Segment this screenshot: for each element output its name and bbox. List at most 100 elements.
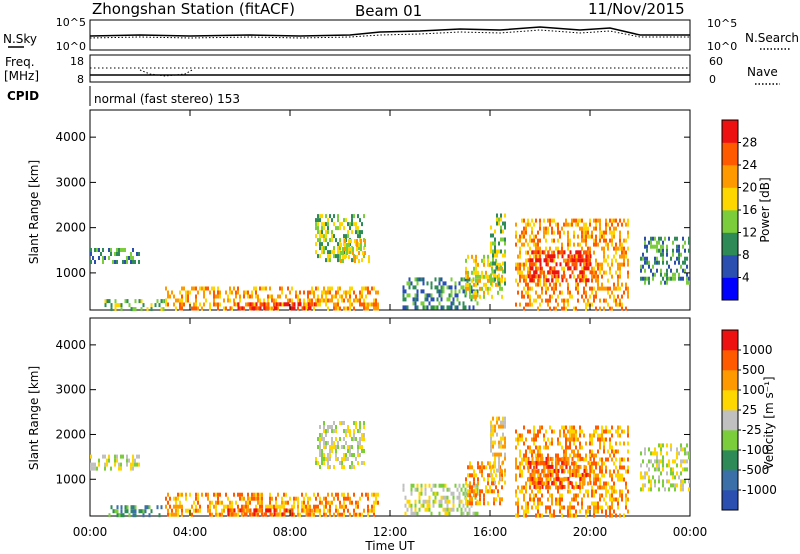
velocity-echo-pixel [599,497,601,502]
power-echo-pixel [502,229,504,234]
power-echo-pixel [569,294,571,299]
power-echo-pixel [237,290,239,295]
power-echo-pixel [295,294,297,299]
velocity-echo-pixel [440,503,443,508]
velocity-echo-pixel [567,480,570,485]
velocity-echo-pixel [563,484,566,489]
velocity-echo-pixel [297,500,299,505]
power-echo-pixel [587,298,589,303]
velocity-echo-pixel [489,465,491,470]
velocity-echo-pixel [469,481,471,486]
power-echo-pixel [593,238,595,243]
power-echo-pixel [644,240,646,245]
velocity-echo-pixel [333,429,335,433]
velocity-echo-pixel [593,473,595,478]
velocity-echo-pixel [249,512,251,517]
velocity-echo-pixel [448,511,451,516]
power-echo-pixel [118,252,120,256]
velocity-echo-pixel [281,496,283,501]
power-echo-pixel [191,286,193,291]
velocity-echo-pixel [341,445,343,449]
velocity-echo-pixel [499,497,501,502]
velocity-echo-pixel [547,464,550,469]
power-echo-pixel [621,254,623,259]
velocity-echo-pixel [221,500,223,505]
velocity-echo-pixel [410,511,413,516]
velocity-echo-pixel [573,505,575,510]
power-echo-pixel [205,286,207,291]
power-echo-pixel [640,276,642,281]
velocity-echo-pixel [327,465,329,469]
velocity-echo-pixel [233,492,235,497]
power-echo-pixel [462,285,465,290]
velocity-echo-pixel [339,421,341,425]
velocity-echo-pixel [181,492,183,497]
velocity-echo-pixel [551,469,553,474]
velocity-echo-pixel [229,512,231,517]
velocity-echo-pixel [658,487,660,492]
power-echo-pixel [275,302,278,307]
velocity-echo-pixel [619,493,621,498]
velocity-echo-pixel [571,456,574,461]
velocity-echo-pixel [349,500,351,505]
power-echo-pixel [551,250,553,255]
velocity-echo-pixel [329,465,331,469]
velocity-echo-pixel [255,508,258,513]
freq-label-top: Freq. [5,55,35,69]
velocity-echo-pixel [627,429,629,434]
velocity-echo-pixel [367,492,369,497]
power-echo-pixel [470,285,473,290]
velocity-echo-pixel [329,504,331,509]
velocity-echo-pixel [504,424,506,429]
power-echo-pixel [504,221,506,226]
power-echo-pixel [642,256,644,261]
power-echo-pixel [473,290,475,295]
velocity-echo-pixel [533,480,536,485]
velocity-echo-pixel [309,512,311,517]
velocity-echo-pixel [343,429,345,433]
velocity-echo-pixel [519,449,521,454]
velocity-echo-pixel [353,465,355,469]
velocity-echo-pixel [575,461,577,466]
velocity-echo-pixel [404,495,407,500]
velocity-echo-pixel [619,433,621,438]
velocity-echo-pixel [444,507,447,512]
power-echo-pixel [247,290,249,295]
velocity-echo-pixel [543,468,546,473]
velocity-echo-pixel [448,487,451,492]
power-echo-pixel [569,250,572,255]
velocity-echo-pixel [579,441,581,446]
power-echo-pixel [199,286,201,291]
velocity-echo-pixel [551,429,553,434]
time-tick-label: 20:00 [573,525,608,539]
velocity-echo-pixel [493,497,495,502]
power-echo-pixel [533,234,535,239]
velocity-echo-pixel [160,505,163,510]
velocity-echo-pixel [662,443,664,448]
power-echo-pixel [325,290,327,295]
power-echo-pixel [601,246,603,251]
power-echo-pixel [335,290,337,295]
velocity-echo-pixel [684,479,686,484]
power-echo-pixel [360,239,362,243]
power-echo-pixel [462,277,465,282]
power-echo-pixel [452,297,455,302]
power-echo-pixel [605,230,607,235]
power-echo-pixel [672,240,674,245]
power-echo-pixel [672,248,674,253]
velocity-echo-pixel [448,507,451,512]
power-echo-pixel [539,218,541,223]
velocity-echo-pixel [609,469,611,474]
velocity-echo-pixel [213,504,215,509]
power-echo-pixel [490,245,492,250]
velocity-echo-pixel [259,500,261,505]
velocity-echo-pixel [371,508,373,513]
velocity-echo-pixel [656,459,658,464]
velocity-echo-pixel [527,445,529,450]
power-echo-pixel [567,282,569,287]
power-echo-pixel [521,274,523,279]
velocity-echo-pixel [331,445,333,449]
power-echo-pixel [359,234,361,239]
power-echo-pixel [483,258,485,263]
velocity-echo-pixel [207,508,209,513]
